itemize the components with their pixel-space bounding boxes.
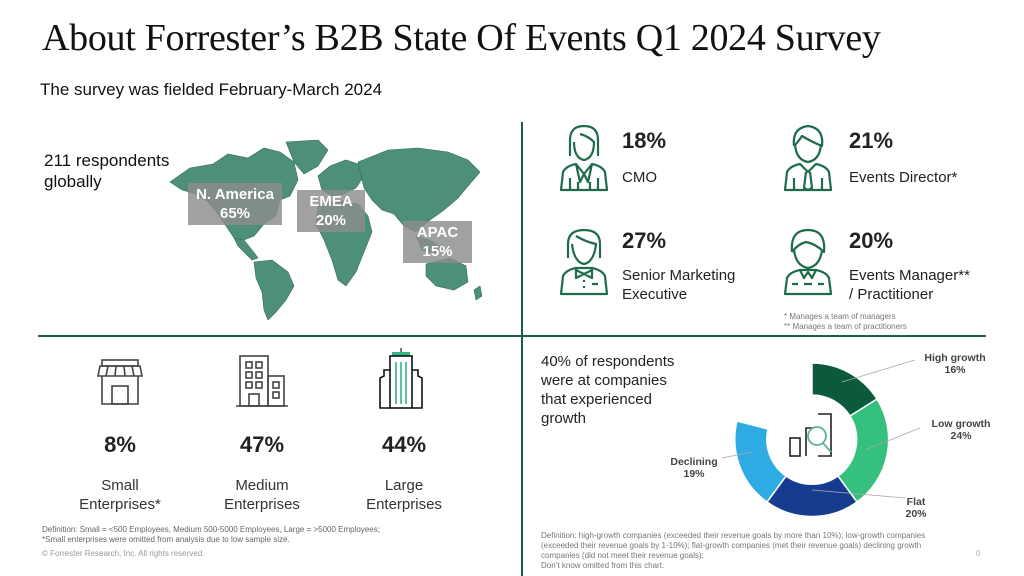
segment-label-declining: Declining 19% [664,456,724,480]
role-label-line-1: Senior Marketing [622,267,736,284]
segment-label-flat: Flat 20% [886,496,946,520]
growth-definition: Definition: high-growth companies (excee… [541,531,925,571]
size-label-small: Small Enterprises* [55,476,185,514]
role-pct-senior-marketing: 27% [622,228,667,253]
role-label-line-2: / Practitioner [849,286,934,303]
size-pct-large: 44% [381,432,427,457]
role-label-events-manager: Events Manager** / Practitioner [849,266,970,304]
growth-definition-line-4: Don’t know omitted from this chart. [541,561,665,570]
segment-name: Flat [906,496,926,508]
size-label-line-2: Enterprises [366,496,442,513]
respondents-line-2: globally [44,172,102,191]
respondents-count: 211 respondents globally [44,150,169,192]
role-pct-events-director: 21% [849,128,894,153]
segment-value: 20% [905,508,927,520]
growth-headline-line-3: that experienced [541,391,652,408]
female-executive-icon [559,124,609,192]
role-label-cmo: CMO [622,169,657,186]
region-name: APAC [416,224,459,241]
size-label-medium: Medium Enterprises [197,476,327,514]
analytics-magnifier-icon [789,413,832,457]
segment-name: Declining [670,456,718,468]
page-title: About Forrester’s B2B State Of Events Q1… [42,17,881,59]
region-label-north-america: N. America 65% [188,183,282,225]
female-bowtie-icon [559,228,609,296]
vertical-divider [521,122,523,576]
respondents-line-1: 211 respondents [44,151,170,170]
growth-headline-line-1: 40% of respondents [541,353,675,370]
segment-value: 24% [950,430,972,442]
role-label-events-director: Events Director* [849,169,958,186]
size-pct-small: 8% [104,432,136,457]
role-footnote-2: ** Manages a team of practitioners [784,322,907,331]
size-label-line-2: Enterprises [224,496,300,513]
role-pct-events-manager: 20% [849,228,894,253]
size-definition: Definition: Small = <500 Employees, Medi… [42,525,380,545]
segment-value: 19% [683,468,705,480]
segment-label-low-growth: Low growth 24% [918,418,1004,442]
segment-label-high-growth: High growth 16% [912,352,998,376]
growth-definition-line-1: Definition: high-growth companies (excee… [541,531,926,540]
size-label-line-1: Small [101,477,139,494]
copyright: © Forrester Research, Inc. All rights re… [42,549,205,558]
storefront-icon [97,359,143,405]
size-definition-line-1: Definition: Small = <500 Employees, Medi… [42,525,380,534]
region-name: N. America [196,186,274,203]
region-value: 65% [219,205,251,222]
male-practitioner-icon [783,228,833,296]
region-label-emea: EMEA 20% [297,190,365,232]
size-label-large: Large Enterprises [339,476,469,514]
skyscraper-icon [379,348,423,409]
office-building-icon [236,355,288,407]
size-pct-medium: 47% [239,432,285,457]
size-label-line-1: Large [384,477,424,494]
size-definition-line-2: *Small enterprises were omitted from ana… [42,535,290,544]
segment-name: Low growth [931,418,991,430]
growth-headline-line-2: were at companies [541,372,667,389]
region-value: 15% [422,243,453,260]
size-label-line-2: Enterprises* [79,496,161,513]
horizontal-divider [38,335,986,337]
role-footnotes: * Manages a team of managers ** Manages … [784,312,907,332]
growth-headline: 40% of respondents were at companies tha… [541,352,674,428]
segment-declining [734,420,788,504]
segment-name: High growth [924,352,986,364]
growth-headline-line-4: growth [541,410,587,427]
role-label-senior-marketing: Senior Marketing Executive [622,266,735,304]
role-pct-cmo: 18% [622,128,667,153]
growth-definition-line-2: (exceeded their revenue goals by 1-10%);… [541,541,922,550]
region-value: 20% [315,212,347,229]
size-label-line-1: Medium [235,477,289,494]
segment-value: 16% [944,364,966,376]
region-name: EMEA [309,193,353,210]
role-label-line-2: Executive [622,286,688,303]
male-executive-icon [783,124,833,192]
growth-donut-chart [721,359,921,518]
page-subtitle: The survey was fielded February-March 20… [40,80,383,99]
region-label-apac: APAC 15% [403,221,472,263]
growth-definition-line-3: companies (did not meet their revenue go… [541,551,704,560]
role-label-line-1: Events Manager** [849,267,970,284]
role-footnote-1: * Manages a team of managers [784,312,896,321]
page-number: 0 [976,549,981,558]
